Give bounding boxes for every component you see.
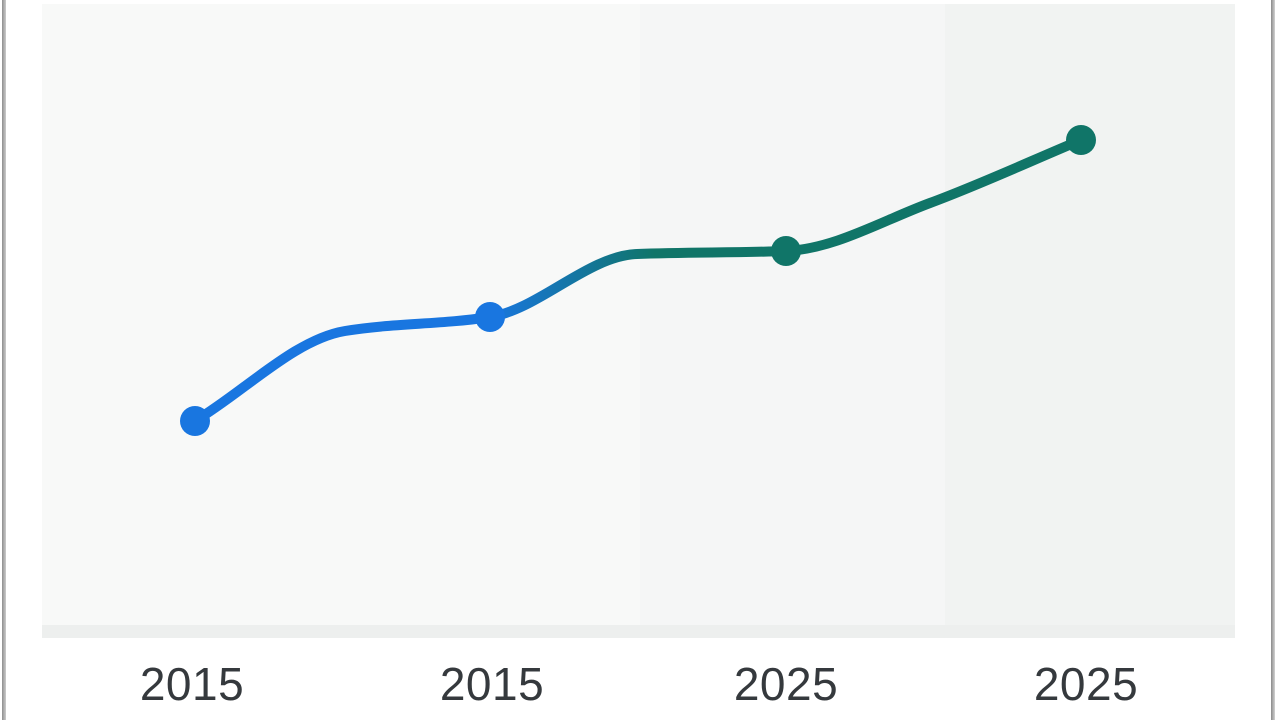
data-point-marker[interactable] — [771, 236, 801, 266]
data-point-marker[interactable] — [1066, 125, 1096, 155]
screen-left-bezel — [2, 0, 6, 720]
screen-right-bezel — [1271, 0, 1275, 720]
data-point-marker[interactable] — [180, 406, 210, 436]
data-point-marker[interactable] — [475, 302, 505, 332]
plot-band — [640, 4, 945, 625]
plot-band — [945, 4, 1235, 625]
plot-bottom-border — [42, 625, 1235, 638]
trend-line — [190, 135, 1086, 426]
